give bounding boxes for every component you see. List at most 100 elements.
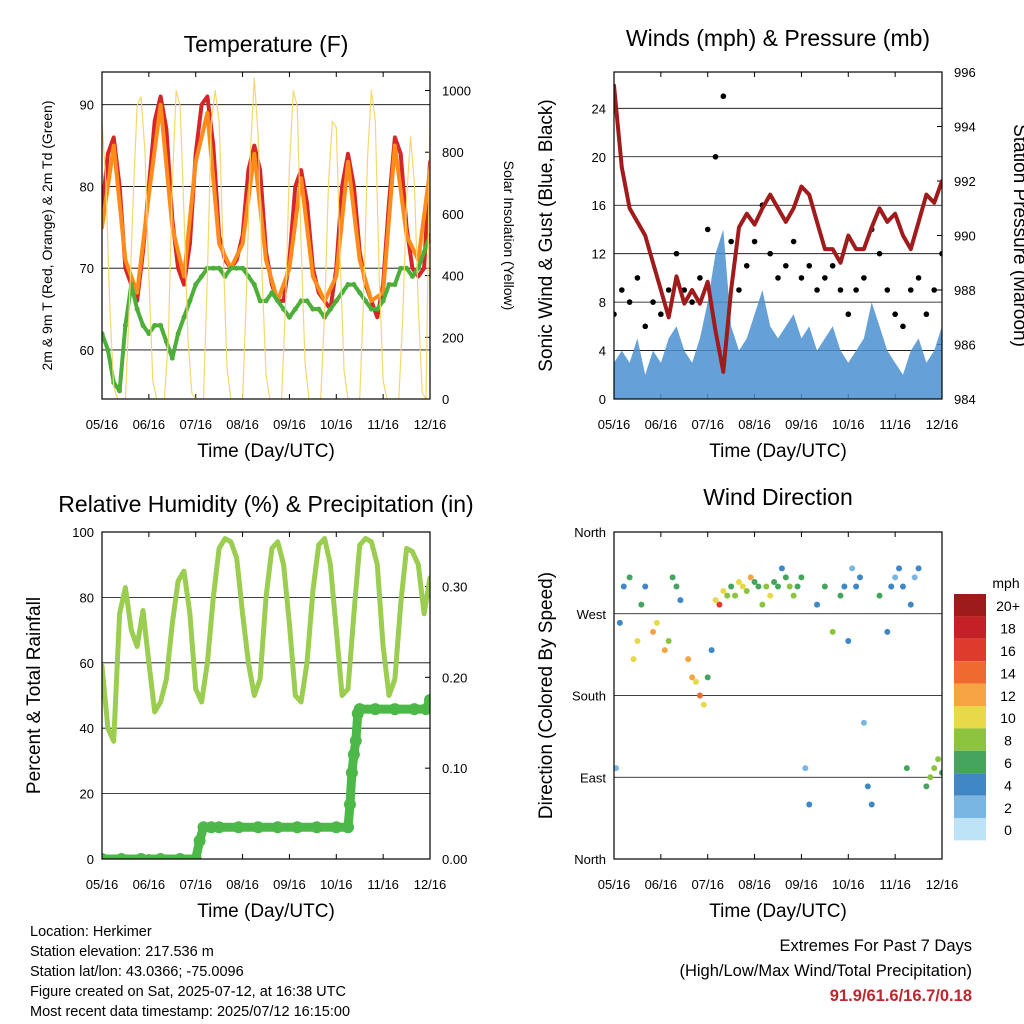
humidity-y2tick-label: 0.00 xyxy=(442,852,467,867)
latlon-text: Station lat/lon: 43.0366; -75.0096 xyxy=(30,964,244,980)
rainfall-point xyxy=(349,734,362,747)
direction-point xyxy=(802,765,809,772)
gust-point xyxy=(634,275,641,281)
colorbar-cell xyxy=(954,795,986,818)
humidity-ytick-label: 60 xyxy=(80,656,94,671)
temperature-y2tick-label: 800 xyxy=(442,145,464,160)
dewpoint-point xyxy=(380,298,386,304)
colorbar-cell xyxy=(954,638,986,662)
direction-point xyxy=(739,583,746,590)
dewpoint-point xyxy=(386,282,392,288)
direction-point xyxy=(798,574,805,581)
direction-point xyxy=(806,801,813,808)
winds-ytick-label: 20 xyxy=(592,150,606,165)
direction-point xyxy=(899,583,906,590)
colorbar-label: 18 xyxy=(1000,621,1016,637)
x-tick-label: 10/16 xyxy=(320,877,353,892)
winds-y2tick-label: 984 xyxy=(954,392,976,407)
direction-point xyxy=(771,578,778,585)
dewpoint-point xyxy=(357,290,363,296)
colorbar-label: 14 xyxy=(1000,665,1016,681)
gust-point xyxy=(845,311,852,318)
humidity-title: Relative Humidity (%) & Precipitation (i… xyxy=(58,491,473,517)
winds-title: Winds (mph) & Pressure (mb) xyxy=(626,25,930,51)
dewpoint-point xyxy=(263,298,269,304)
direction-point xyxy=(814,601,821,608)
rainfall-point xyxy=(115,853,128,859)
plot-frame xyxy=(613,531,943,860)
direction-point xyxy=(689,674,696,681)
gust-point xyxy=(767,250,773,257)
direction-point xyxy=(782,574,789,581)
colorbar-cell xyxy=(954,706,986,729)
winds-y2tick-label: 992 xyxy=(954,174,976,189)
winds-y2tick-label: 988 xyxy=(954,283,976,298)
gust-point xyxy=(775,275,781,281)
dewpoint-point xyxy=(169,355,175,361)
temperature-ytick-label: 90 xyxy=(80,98,94,113)
gust-point xyxy=(658,311,664,318)
direction-point xyxy=(620,583,627,590)
dewpoint-point xyxy=(421,249,427,255)
direction-point xyxy=(650,628,657,635)
temperature-xlabel: Time (Day/UTC) xyxy=(197,441,335,462)
winds-y2label: Station Pressure (Maroon) xyxy=(1009,124,1024,347)
direction-point xyxy=(755,583,762,590)
gust-point xyxy=(915,275,922,281)
direction-point xyxy=(849,565,856,572)
direction-point xyxy=(767,592,774,599)
humidity-panel: Relative Humidity (%) & Precipitation (i… xyxy=(24,491,474,922)
temperature-y2tick-label: 400 xyxy=(442,269,464,284)
gust-point xyxy=(619,287,625,293)
direction-point xyxy=(888,583,895,590)
dewpoint-point xyxy=(187,298,193,304)
direction-point xyxy=(712,597,719,604)
x-tick-label: 08/16 xyxy=(226,417,259,432)
rainfall-point xyxy=(102,853,108,859)
direction-point xyxy=(794,583,801,590)
direction-point xyxy=(747,574,754,581)
gust-point xyxy=(806,262,813,269)
dewpoint-point xyxy=(404,265,410,271)
dewpoint-point xyxy=(222,273,228,279)
dewpoint-point xyxy=(175,331,181,337)
colorbar-cell xyxy=(954,773,986,796)
humidity-ytick-label: 0 xyxy=(87,852,94,867)
gust-point xyxy=(626,299,633,305)
winds-ytick-label: 16 xyxy=(592,198,606,213)
gust-point xyxy=(665,287,672,293)
x-tick-label: 08/16 xyxy=(226,877,259,892)
rainfall-point xyxy=(252,821,265,834)
direction-point xyxy=(778,565,785,572)
dewpoint-point xyxy=(228,265,234,271)
dewpoint-point xyxy=(140,322,146,328)
x-tick-label: 06/16 xyxy=(645,417,678,432)
dewpoint-point xyxy=(316,306,322,312)
direction-point xyxy=(939,769,942,776)
gust-point xyxy=(650,299,656,305)
direction-point xyxy=(841,583,848,590)
direction-point xyxy=(693,678,699,685)
plot-frame xyxy=(101,531,431,860)
gust-point xyxy=(900,323,906,330)
humidity-ytick-label: 20 xyxy=(80,787,94,802)
dewpoint-point xyxy=(240,265,246,271)
series-solar xyxy=(102,77,430,399)
x-tick-label: 09/16 xyxy=(785,877,818,892)
direction-point xyxy=(876,592,883,599)
direction-point xyxy=(642,583,649,590)
extremes-box: Extremes For Past 7 Days (High/Low/Max W… xyxy=(679,934,972,1009)
x-tick-label: 07/16 xyxy=(179,417,212,432)
dewpoint-point xyxy=(105,347,111,353)
direction-point xyxy=(751,578,758,585)
dewpoint-point xyxy=(158,322,164,328)
gust-point xyxy=(907,287,914,293)
direction-point xyxy=(892,574,899,581)
gust-point xyxy=(798,275,805,281)
direction-point xyxy=(864,783,871,790)
direction-point xyxy=(724,592,731,599)
winds-y2tick-label: 990 xyxy=(954,229,976,244)
direction-point xyxy=(931,765,938,772)
winds-y2tick-label: 996 xyxy=(954,65,976,80)
